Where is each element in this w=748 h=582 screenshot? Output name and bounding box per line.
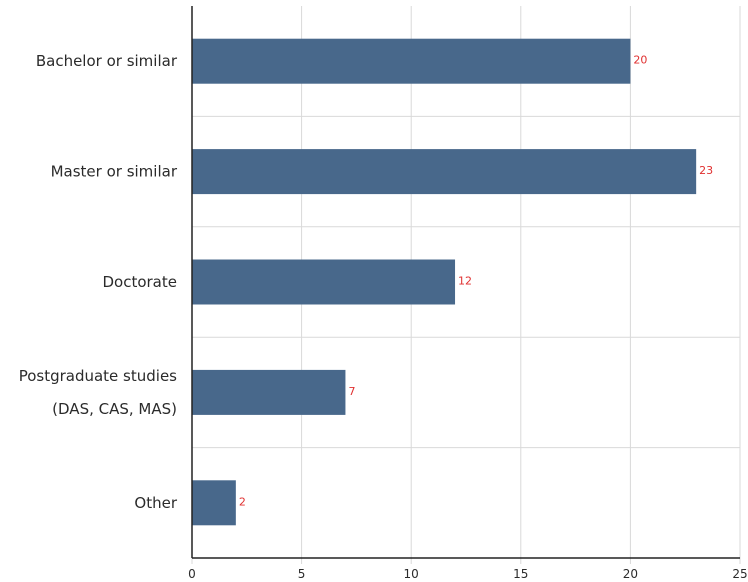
category-label: (DAS, CAS, MAS) (52, 400, 177, 418)
category-label: Doctorate (102, 273, 177, 291)
data-label: 2 (239, 495, 246, 508)
data-label: 20 (633, 54, 647, 67)
category-label: Bachelor or similar (36, 52, 178, 70)
grid-lines (192, 6, 741, 558)
category-label: Other (134, 494, 177, 512)
x-tick-label: 25 (732, 567, 747, 581)
bars (192, 38, 697, 526)
data-label: 7 (348, 385, 355, 398)
data-label: 12 (458, 275, 472, 288)
category-label: Postgraduate studies (19, 367, 177, 385)
x-tick-label: 0 (188, 567, 196, 581)
bar (192, 480, 236, 526)
x-tick-label: 10 (404, 567, 419, 581)
labels: 0 5 10 15 20 25 20 Bachelor or similar 23 Master … (19, 52, 748, 581)
x-tick-label: 15 (513, 567, 528, 581)
category-label: Master or similar (51, 163, 178, 181)
data-label: 23 (699, 164, 713, 177)
axes (191, 6, 741, 564)
bar (192, 38, 631, 84)
x-tick-label: 5 (298, 567, 306, 581)
bar (192, 259, 456, 305)
bar (192, 149, 697, 195)
bar (192, 369, 346, 415)
x-tick-label: 20 (623, 567, 638, 581)
